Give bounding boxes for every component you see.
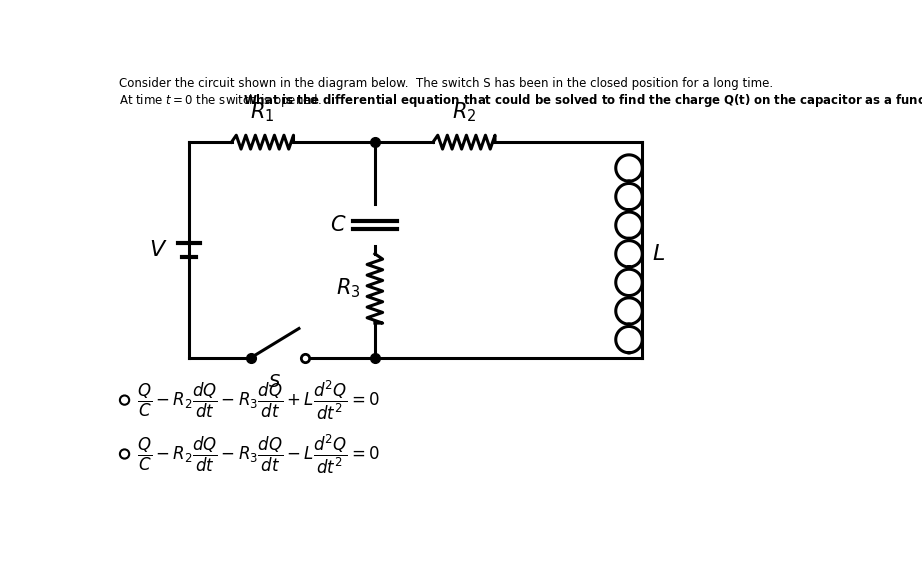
Text: $V$: $V$ xyxy=(148,240,167,260)
Text: $\dfrac{Q}{C} - R_2\dfrac{dQ}{dt} - R_3\dfrac{dQ}{dt} - L\dfrac{d^2Q}{dt^2} = 0$: $\dfrac{Q}{C} - R_2\dfrac{dQ}{dt} - R_3\… xyxy=(137,432,380,476)
Text: $R_3$: $R_3$ xyxy=(337,277,361,300)
Text: $R_2$: $R_2$ xyxy=(452,100,476,124)
Text: $L$: $L$ xyxy=(652,244,665,264)
Text: $R_1$: $R_1$ xyxy=(250,100,275,124)
Text: At time $t=0$ the switch is opened.: At time $t=0$ the switch is opened. xyxy=(119,92,327,109)
Text: $\mathbf{What\ is\ the\ differential\ equation\ that\ could\ be\ solved\ to\ fin: $\mathbf{What\ is\ the\ differential\ eq… xyxy=(243,92,922,109)
Text: Consider the circuit shown in the diagram below.  The switch S has been in the c: Consider the circuit shown in the diagra… xyxy=(119,76,774,90)
Text: $S$: $S$ xyxy=(267,373,280,391)
Text: $C$: $C$ xyxy=(330,215,347,235)
Text: $\dfrac{Q}{C} - R_2\dfrac{dQ}{dt} - R_3\dfrac{dQ}{dt} + L\dfrac{d^2Q}{dt^2} = 0$: $\dfrac{Q}{C} - R_2\dfrac{dQ}{dt} - R_3\… xyxy=(137,378,380,422)
